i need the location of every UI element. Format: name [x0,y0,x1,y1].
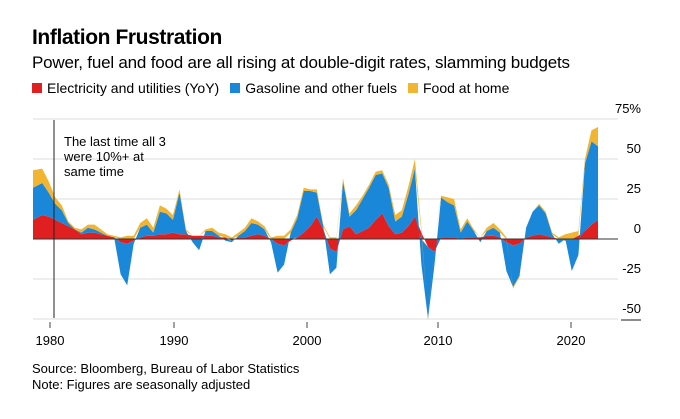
area-gasoline-and-other-fuels [33,141,598,319]
y-tick-label: -50 [622,301,641,316]
legend-item-electricity: Electricity and utilities (YoY) [32,80,219,96]
chart-title: Inflation Frustration [32,26,222,49]
legend-label-food: Food at home [422,80,510,96]
y-tick-label: 0 [634,221,641,236]
x-tick-label: 2000 [293,333,322,348]
x-axis: 1980 1990 2000 2010 2020 [36,322,586,348]
x-tick-label: 1990 [160,333,189,348]
legend-swatch-gasoline [230,83,241,93]
x-tick-label: 1980 [36,333,65,348]
legend-item-food: Food at home [407,80,510,96]
note-text: Note: Figures are seasonally adjusted [32,377,251,392]
series-areas [33,127,598,321]
legend: Electricity and utilities (YoY) Gasoline… [32,80,520,96]
y-tick-label: 75% [615,101,641,116]
legend-label-gasoline: Gasoline and other fuels [245,80,397,96]
y-tick-label: 25 [627,181,641,196]
legend-label-electricity: Electricity and utilities (YoY) [47,80,220,96]
area-food-at-home [33,127,598,321]
x-tick-label: 2020 [557,333,586,348]
y-axis: 75% 50 25 0 -25 -50 [615,101,641,321]
y-tick-label: -25 [622,261,641,276]
gridlines [33,118,618,320]
legend-swatch-electricity [32,83,42,93]
annotation-text: were 10%+ at [63,149,144,164]
y-tick-label: 50 [627,141,641,156]
source-note: Source: Bloomberg, Bureau of Labor Stati… [32,361,299,393]
legend-swatch-food [407,83,418,93]
source-text: Source: Bloomberg, Bureau of Labor Stati… [32,361,300,376]
annotation-text: same time [64,164,124,179]
annotation-text: The last time all 3 [64,134,166,149]
area-electricity-and-utilities-yoy [33,213,598,252]
legend-item-gasoline: Gasoline and other fuels [230,80,397,96]
x-tick-label: 2010 [424,333,453,348]
chart-subtitle: Power, fuel and food are all rising at d… [32,53,570,72]
